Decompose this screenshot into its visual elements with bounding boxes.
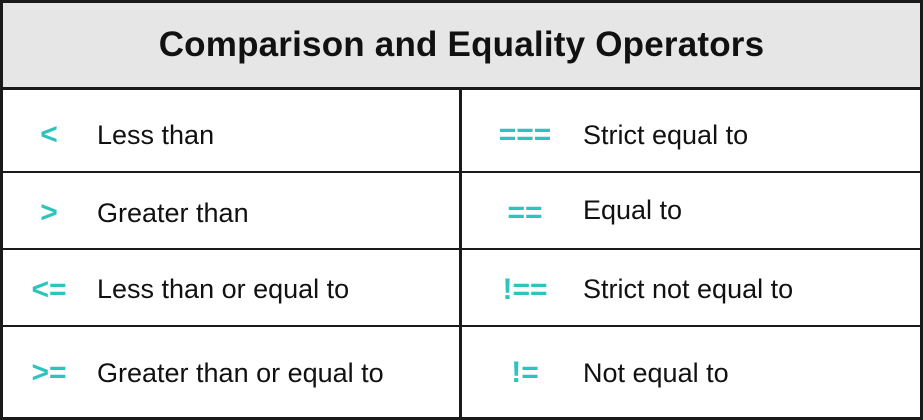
operator-description: Less than or equal to xyxy=(97,274,350,304)
operator-description: Less than xyxy=(97,120,215,150)
operator-description: Greater than or equal to xyxy=(97,358,384,388)
operator-symbol: == xyxy=(507,196,543,229)
row-divider xyxy=(3,325,920,327)
operator-symbol: !== xyxy=(502,273,548,306)
operator-description: Not equal to xyxy=(583,358,729,388)
operator-description: Strict equal to xyxy=(583,120,749,150)
table-header: Comparison and Equality Operators xyxy=(3,3,920,90)
operator-symbol: > xyxy=(40,196,58,229)
operator-description: Greater than xyxy=(97,198,249,228)
column-divider xyxy=(459,90,462,417)
operator-symbol: >= xyxy=(31,356,67,389)
table-title: Comparison and Equality Operators xyxy=(158,25,765,64)
operator-symbol: === xyxy=(498,118,552,151)
row-divider xyxy=(3,171,920,173)
operator-description: Strict not equal to xyxy=(583,274,794,304)
row-divider xyxy=(3,248,920,250)
operator-symbol: != xyxy=(511,356,539,389)
operator-description: Equal to xyxy=(583,195,683,225)
operator-symbol: < xyxy=(40,118,58,151)
operator-symbol: <= xyxy=(31,273,67,306)
